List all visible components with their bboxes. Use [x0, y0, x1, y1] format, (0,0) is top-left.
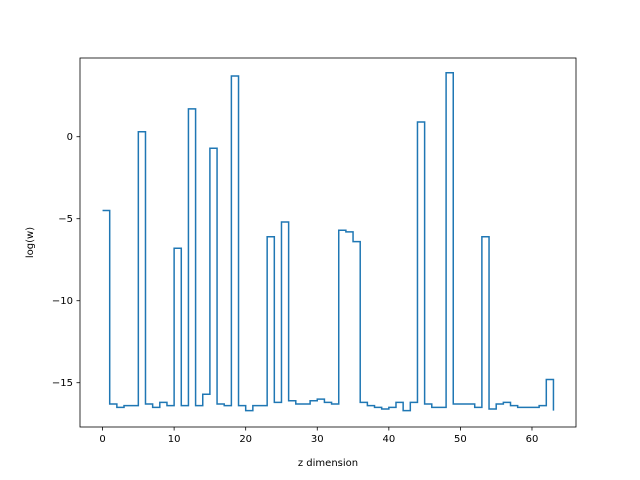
x-tick-label: 10 [168, 434, 181, 445]
x-tick-label: 0 [99, 434, 105, 445]
y-tick-label: −15 [52, 378, 73, 389]
y-tick-label: 0 [67, 132, 73, 143]
x-tick-label: 60 [526, 434, 539, 445]
x-axis-label: z dimension [298, 458, 358, 469]
x-tick-label: 20 [239, 434, 252, 445]
y-tick-label: −10 [52, 296, 73, 307]
ticks: 0 10 20 30 40 50 60 0 −5 −10 −15 [52, 132, 538, 445]
x-tick-label: 40 [382, 434, 395, 445]
series-step-line [102, 72, 555, 412]
series-group [102, 72, 555, 412]
x-tick-label: 50 [454, 434, 467, 445]
x-tick-label: 30 [311, 434, 324, 445]
plot-frame [79, 57, 577, 428]
y-axis-label: log(w) [25, 227, 36, 258]
y-tick-label: −5 [58, 214, 73, 225]
